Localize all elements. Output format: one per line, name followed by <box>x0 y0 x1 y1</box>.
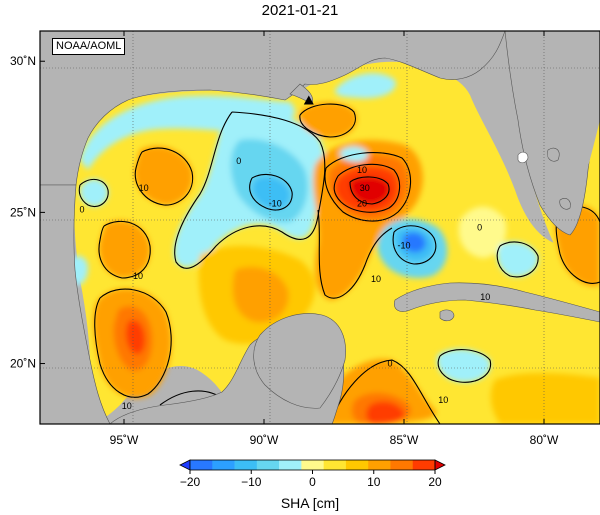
contour-10-carib <box>329 359 441 424</box>
north-east-cool <box>335 73 396 99</box>
yucatan <box>253 313 346 409</box>
station-marker-triangle <box>303 95 314 105</box>
cold-eddy-se-inner <box>402 232 426 253</box>
contour-zero-north <box>299 103 356 138</box>
west-cool-lobe <box>80 178 109 207</box>
lat-tick-label: 30˚N <box>10 54 36 68</box>
colorbar-label: SHA [cm] <box>280 495 340 511</box>
florida-peninsula-inner <box>520 60 600 225</box>
contour-10-loop-stem <box>317 209 393 299</box>
land-masses <box>40 31 600 424</box>
colorbar-cell <box>345 460 369 470</box>
contour-10-eddy <box>324 152 412 222</box>
contour-label: 0 <box>79 204 84 214</box>
contour-labels: 0 -10 -10 10 30 20 10 10 10 10 0 10 0 10 0 <box>79 156 490 411</box>
colorbar-cell <box>390 460 414 470</box>
contour-label: 10 <box>438 395 448 405</box>
contour-label: 0 <box>236 156 241 166</box>
colorbar-cell <box>212 460 235 470</box>
contour-label: 10 <box>357 165 367 175</box>
contour-label: 10 <box>371 274 381 284</box>
colorbar-cell <box>323 460 347 470</box>
contour-label: 20 <box>357 198 367 208</box>
contour-label: -10 <box>397 241 410 251</box>
colorbar-cell <box>234 460 258 470</box>
latitude-ticks: 30˚N 25˚N 20˚N <box>10 54 45 371</box>
contour-zero-carib <box>437 349 492 383</box>
cuba <box>394 282 600 323</box>
central-cold-inner <box>252 176 291 210</box>
bahamas-2 <box>559 198 571 210</box>
lon-tick-label: 80˚W <box>530 433 559 447</box>
contour-label: 0 <box>477 223 482 233</box>
contour-label: 10 <box>122 401 132 411</box>
colorbar-cell <box>301 460 324 470</box>
contour-label: 10 <box>480 292 490 302</box>
lat-tick-label: 25˚N <box>10 205 36 219</box>
lon-tick-label: 90˚W <box>250 433 279 447</box>
contour-label: 0 <box>387 359 392 369</box>
loop-eddy-core <box>350 176 390 204</box>
sea-height-field <box>68 31 600 424</box>
contour-label: 30 <box>360 183 370 193</box>
map-frame <box>39 30 600 425</box>
west-warm-hot <box>125 319 146 355</box>
colorbar-over-triangle <box>434 459 446 471</box>
colorbar-under-triangle <box>179 459 191 471</box>
contour-lines <box>78 103 600 424</box>
contour-label: 10 <box>139 183 149 193</box>
colorbar-cell <box>279 460 302 470</box>
lat-tick-label: 20˚N <box>10 357 36 371</box>
colorbar-cell <box>190 460 213 470</box>
contour-label: -10 <box>269 198 282 208</box>
north-warm-patch <box>299 102 357 138</box>
longitude-ticks: 95˚W 90˚W 85˚W 80˚W <box>110 31 559 447</box>
caribbean-core <box>366 401 405 424</box>
contour-10-west-south <box>94 288 172 398</box>
contour-minus10-central <box>249 174 293 211</box>
lon-tick-label: 95˚W <box>110 433 139 447</box>
lon-tick-label: 85˚W <box>390 433 419 447</box>
contour-minus10-se <box>392 225 437 265</box>
mexico-west-coast <box>40 184 111 424</box>
central-warm-2 <box>232 266 289 323</box>
west-warm-mid <box>99 220 151 278</box>
credit-label: NOAA/AOML <box>52 38 126 55</box>
page-title: 2021-01-21 <box>261 2 339 19</box>
contour-20-eddy <box>333 163 401 213</box>
isla-juventud <box>439 309 455 322</box>
colorbar-tick-label: −10 <box>241 475 262 489</box>
caribbean-cold <box>437 348 491 383</box>
contour-zero-east <box>496 241 539 278</box>
caribbean-warm-east <box>490 373 600 424</box>
lake-okeechobee <box>517 151 529 164</box>
contour-zero-central <box>174 111 326 269</box>
west-warm-north <box>134 146 193 205</box>
contour-10-west-north <box>134 147 194 206</box>
colorbar-tick-label: 10 <box>367 475 381 489</box>
contour-30-eddy <box>349 176 390 205</box>
colorbar: −20 −10 0 10 20 <box>179 459 446 489</box>
colorbar-tick-label: −20 <box>180 475 201 489</box>
colorbar-cell <box>256 460 280 470</box>
colorbar-cell <box>412 460 436 470</box>
contour-10-west-mid <box>98 220 151 279</box>
colorbar-cell <box>368 460 391 470</box>
east-cold-lobe <box>497 241 539 277</box>
contour-zero-west <box>78 178 109 208</box>
florida-shelf-cool <box>458 206 507 258</box>
colorbar-tick-label: 20 <box>428 475 442 489</box>
graticule <box>40 31 600 424</box>
colorbar-tick-label: 0 <box>309 475 316 489</box>
bahamas-1 <box>547 147 560 162</box>
contour-label: 10 <box>133 271 143 281</box>
